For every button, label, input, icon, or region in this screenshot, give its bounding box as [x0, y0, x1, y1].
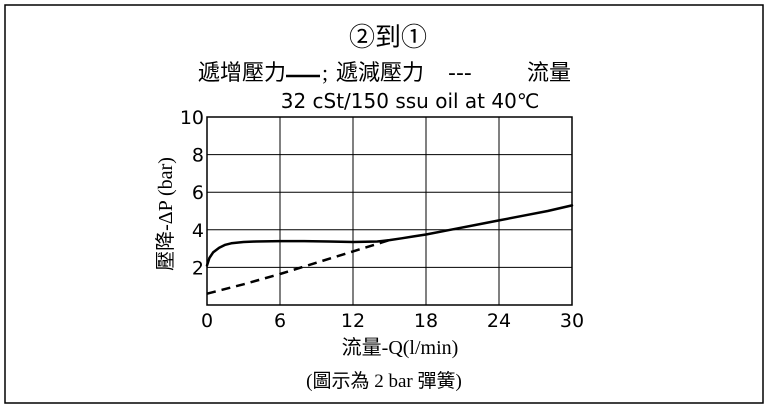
y-tick-label: 10	[180, 107, 204, 129]
x-tick-label: 18	[414, 310, 438, 332]
y-tick-label: 8	[192, 145, 204, 167]
y-tick-labels: 2 4 6 8 10	[180, 107, 204, 279]
y-axis-label: 壓降-ΔP (bar)	[154, 157, 177, 271]
x-tick-labels: 0 6 12 18 24 30	[201, 310, 584, 332]
y-tick-label: 6	[192, 182, 204, 204]
legend-dashed-swatch: ---	[448, 61, 472, 86]
x-tick-label: 12	[341, 310, 365, 332]
y-tick-label: 2	[192, 257, 204, 279]
chart-note: (圖示為 2 bar 彈簧)	[306, 370, 462, 392]
x-tick-label: 30	[560, 310, 584, 332]
legend: 遞增壓力 ; 遞減壓力 --- 流量	[198, 60, 571, 86]
chart-title: ②到①	[349, 23, 427, 52]
chart-condition: 32 cSt/150 ssu oil at 40℃	[281, 89, 540, 113]
grid	[207, 117, 572, 305]
outer-border	[4, 4, 764, 404]
x-tick-label: 6	[274, 310, 286, 332]
series-line-solid	[205, 204, 574, 267]
legend-decreasing-label: 遞減壓力	[336, 60, 424, 85]
legend-separator: ;	[322, 60, 328, 85]
x-tick-label: 24	[487, 310, 511, 332]
x-axis-label: 流量-Q(l/min)	[342, 336, 459, 359]
legend-flow-label: 流量	[527, 60, 571, 85]
y-tick-label: 4	[192, 220, 204, 242]
series-lines	[205, 204, 574, 295]
series-line-dashed	[206, 238, 390, 295]
x-tick-label: 0	[201, 310, 213, 332]
plot-area	[206, 116, 573, 306]
legend-increasing-label: 遞增壓力	[198, 60, 286, 85]
